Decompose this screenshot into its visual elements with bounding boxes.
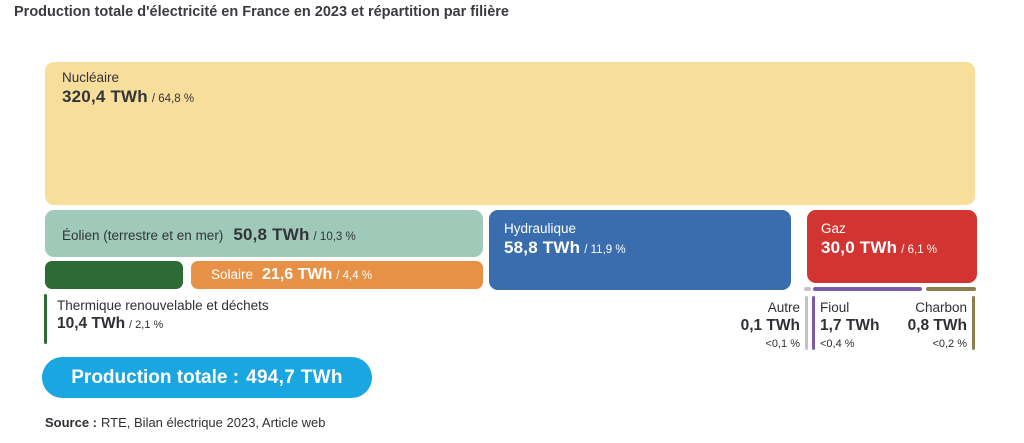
autre-value: 0,1 TWh	[740, 317, 800, 334]
eolien-name: Éolien (terrestre et en mer)	[62, 228, 224, 243]
solaire-value: 21,6 TWh	[262, 266, 333, 283]
solaire-name: Solaire	[211, 267, 254, 282]
autre-connector-line	[805, 296, 808, 350]
block-eolien: Éolien (terrestre et en mer) 50,8 TWh/ 1…	[45, 210, 483, 257]
fioul-name: Fioul	[820, 300, 850, 315]
total-label: Production totale :	[71, 366, 240, 388]
nucleaire-name: Nucléaire	[62, 70, 120, 85]
charbon-percent: <0,2 %	[932, 338, 967, 350]
chart-title: Production totale d'électricité en Franc…	[14, 4, 509, 20]
hydraulique-value: 58,8 TWh	[504, 238, 581, 257]
nucleaire-percent: / 64,8 %	[151, 93, 195, 105]
autre-label: Autre 0,1 TWh <0,1 %	[660, 299, 800, 353]
autre-mini-bar	[804, 287, 811, 291]
block-gaz: Gaz 30,0 TWh/ 6,1 %	[807, 210, 977, 283]
thermique-name: Thermique renouvelable et déchets	[57, 298, 269, 313]
source-line: Source : RTE, Bilan électrique 2023, Arti…	[45, 415, 326, 430]
thermique-connector-line	[44, 294, 47, 344]
block-thermique	[45, 261, 183, 289]
thermique-percent: / 2,1 %	[129, 319, 164, 331]
fioul-percent: <0,4 %	[820, 338, 855, 350]
hydraulique-name: Hydraulique	[504, 221, 577, 236]
eolien-value: 50,8 TWh	[233, 225, 310, 244]
charbon-mini-bar	[926, 287, 976, 291]
charbon-connector-line	[972, 296, 975, 350]
gaz-value: 30,0 TWh	[821, 238, 898, 257]
gaz-name: Gaz	[821, 221, 846, 236]
hydraulique-percent: / 11,9 %	[584, 244, 626, 256]
total-value: 494,7 TWh	[246, 366, 343, 388]
block-solaire: Solaire 21,6 TWh/ 4,4 %	[191, 261, 483, 289]
eolien-percent: / 10,3 %	[313, 231, 356, 243]
nucleaire-value: 320,4 TWh	[62, 87, 148, 106]
fioul-value: 1,7 TWh	[820, 317, 880, 334]
thermique-label: Thermique renouvelable et déchets 10,4 T…	[57, 297, 269, 333]
source-label: Source :	[45, 415, 98, 430]
autre-percent: <0,1 %	[765, 338, 800, 350]
charbon-value: 0,8 TWh	[907, 317, 967, 334]
solaire-percent: / 4,4 %	[336, 270, 373, 282]
charbon-label: Charbon 0,8 TWh <0,2 %	[827, 299, 967, 353]
gaz-percent: / 6,1 %	[901, 244, 938, 256]
autre-name: Autre	[767, 300, 800, 315]
thermique-value: 10,4 TWh	[57, 315, 126, 332]
source-text: RTE, Bilan électrique 2023, Article web	[101, 415, 326, 430]
block-nucleaire: Nucléaire 320,4 TWh/ 64,8 %	[45, 62, 975, 205]
block-hydraulique: Hydraulique 58,8 TWh/ 11,9 %	[489, 210, 791, 290]
fioul-mini-bar	[813, 287, 922, 291]
fioul-connector-line	[812, 296, 815, 350]
total-production-badge: Production totale : 494,7 TWh	[42, 357, 372, 398]
fioul-label: Fioul 1,7 TWh <0,4 %	[820, 299, 879, 353]
charbon-name: Charbon	[915, 300, 967, 315]
